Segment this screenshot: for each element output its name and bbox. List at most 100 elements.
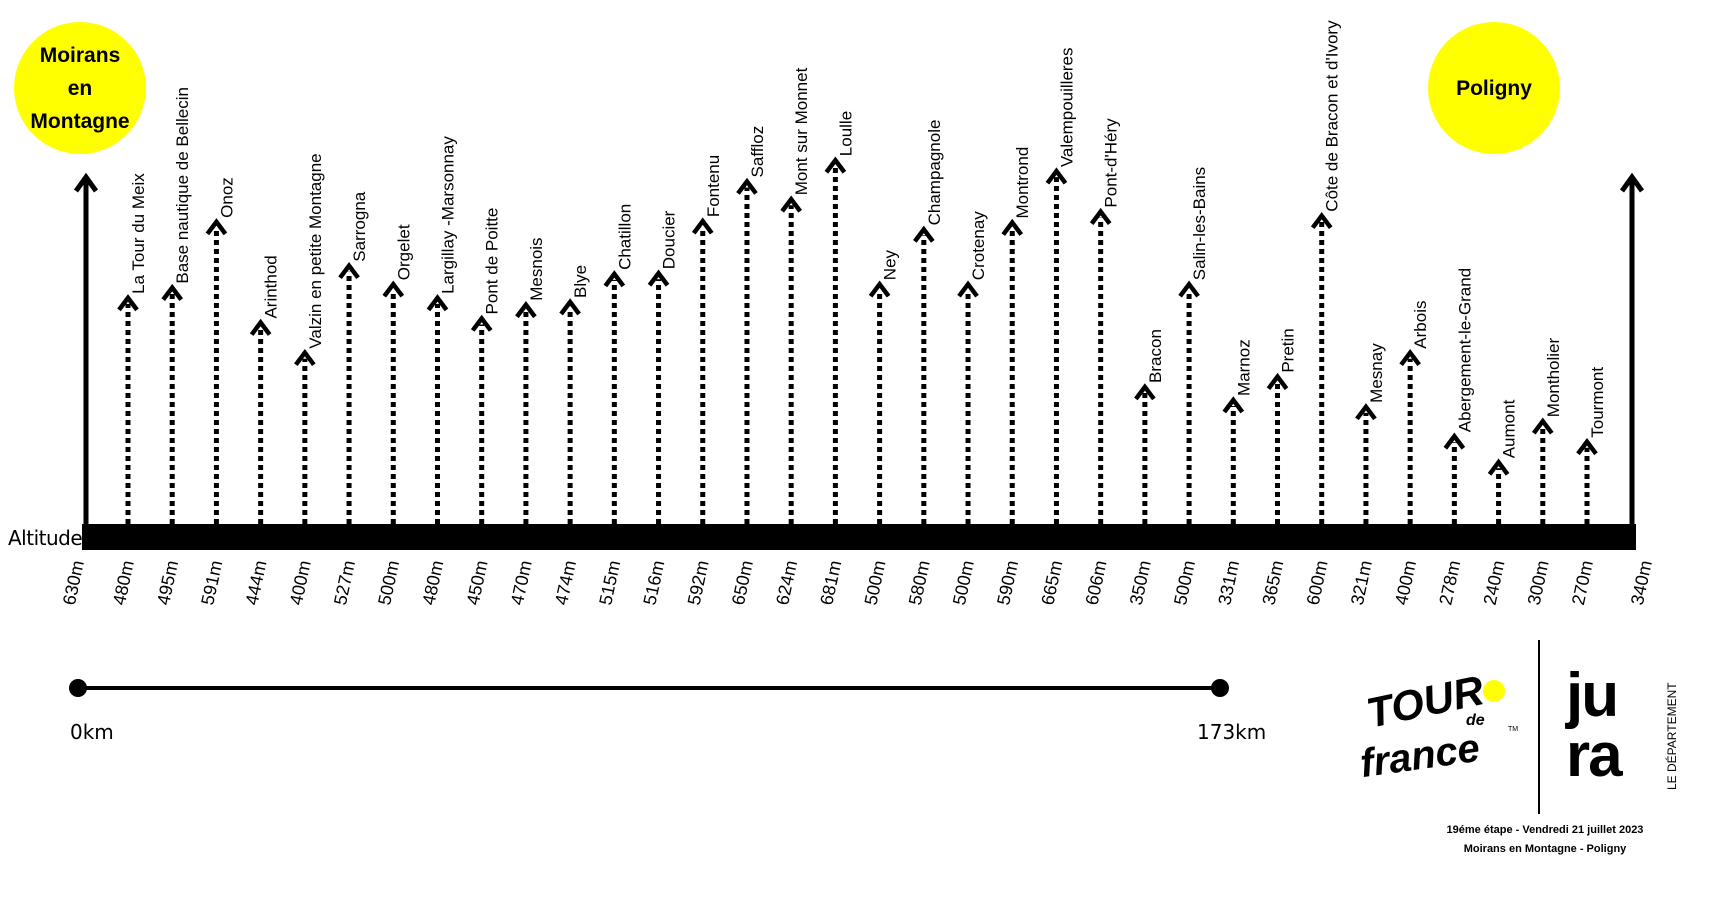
waypoint-24-arrowhead: [1178, 280, 1200, 298]
waypoint-26-name: Pretin: [1279, 328, 1298, 372]
waypoint-13-arrowhead: [691, 217, 714, 235]
altitude-axis-label: Altitude: [8, 526, 83, 550]
waypoint-11-arrowhead: [603, 270, 626, 288]
waypoint-26-arrowhead: [1266, 372, 1289, 391]
waypoint-15-arrowhead: [780, 195, 802, 213]
waypoint-18-name: Champagnole: [925, 120, 944, 226]
waypoint-27-arrowhead: [1310, 211, 1333, 230]
waypoint-20-arrowhead: [1001, 218, 1024, 236]
waypoint-5-arrowhead: [338, 261, 360, 280]
waypoint-9-name: Mesnois: [527, 237, 546, 300]
waypoint-6-arrowhead: [382, 280, 405, 298]
waypoint-28-name: Mesnay: [1367, 343, 1386, 403]
start-town-line-3: Montagne: [30, 109, 130, 133]
waypoint-27-altitude: 600m: [1303, 559, 1332, 607]
waypoint-4-name: Valzin en petite Montagne: [306, 153, 325, 348]
waypoint-15-name: Mont sur Monnet: [792, 67, 811, 195]
start-altitude-label: 630m: [59, 559, 88, 607]
waypoint-0-arrowhead: [117, 294, 139, 312]
distance-end-dot: [1211, 679, 1229, 697]
waypoint-33-name: Tourmont: [1588, 367, 1607, 438]
waypoint-32-altitude: 300m: [1524, 559, 1553, 607]
waypoint-10-name: Blye: [571, 265, 590, 298]
waypoint-21-arrowhead: [1045, 167, 1068, 185]
logo-divider: [1538, 640, 1540, 814]
waypoint-25-altitude: 331m: [1214, 559, 1243, 607]
waypoint-23-name: Bracon: [1146, 329, 1165, 383]
waypoint-23-altitude: 350m: [1126, 559, 1155, 607]
waypoint-20-name: Montrond: [1013, 147, 1032, 219]
waypoint-28-altitude: 321m: [1347, 559, 1376, 607]
start-town-circle: Moirans en Montagne: [14, 22, 146, 154]
waypoint-26-altitude: 365m: [1259, 559, 1288, 607]
waypoint-7-name: Largillay -Marsonnay: [438, 136, 457, 294]
waypoint-11-altitude: 515m: [595, 559, 624, 607]
waypoint-10-arrowhead: [559, 298, 581, 316]
waypoint-33-arrowhead: [1576, 438, 1598, 456]
waypoint-22-altitude: 606m: [1082, 559, 1111, 607]
waypoint-14-arrowhead: [736, 177, 758, 195]
footer-stage-date: 19éme étape - Vendredi 21 juillet 2023: [1446, 824, 1644, 836]
waypoint-6-name: Orgelet: [394, 224, 413, 280]
waypoint-7-altitude: 480m: [418, 559, 447, 607]
distance-start-label: 0km: [70, 720, 114, 744]
waypoint-33-altitude: 270m: [1568, 559, 1597, 607]
waypoint-32-name: Montholier: [1544, 337, 1563, 417]
waypoint-10-altitude: 474m: [551, 559, 580, 607]
jura-logo-bottom: ra: [1566, 721, 1623, 790]
waypoint-13-name: Fontenu: [704, 155, 723, 217]
finish-altitude-label: 340m: [1627, 559, 1656, 607]
waypoint-2-name: Onoz: [217, 177, 236, 218]
waypoint-8-name: Pont de Poitte: [483, 208, 502, 315]
distance-start-dot: [69, 679, 87, 697]
waypoint-24-altitude: 500m: [1170, 559, 1199, 607]
waypoint-3-name: Arinthod: [262, 255, 281, 318]
waypoint-25-arrowhead: [1222, 396, 1245, 414]
waypoint-17-name: Ney: [881, 249, 900, 280]
waypoint-1-altitude: 495m: [153, 559, 182, 607]
waypoint-28-arrowhead: [1355, 403, 1377, 421]
waypoint-31-altitude: 240m: [1480, 559, 1509, 607]
waypoint-22-name: Pont-d'Héry: [1102, 118, 1121, 208]
waypoint-17-altitude: 500m: [861, 559, 890, 607]
jura-logo-subtitle: LE DÉPARTEMENT: [1665, 682, 1679, 790]
waypoint-29-name: Arbois: [1411, 301, 1430, 349]
waypoint-31-arrowhead: [1487, 458, 1510, 476]
waypoint-1-name: Base nautique de Bellecin: [173, 87, 192, 284]
finish-town-name: Poligny: [1456, 76, 1532, 100]
waypoint-21-name: Valempouilleres: [1057, 47, 1076, 167]
tour-logo-word-de: de: [1466, 712, 1485, 729]
waypoint-9-arrowhead: [515, 301, 537, 319]
waypoint-5-altitude: 527m: [330, 559, 359, 607]
waypoint-23-arrowhead: [1134, 383, 1156, 401]
waypoint-17-arrowhead: [868, 280, 891, 298]
distance-end-label: 173km: [1197, 720, 1267, 744]
jura-logo-top: ju: [1566, 661, 1619, 730]
waypoint-32-arrowhead: [1531, 417, 1554, 435]
waypoint-30-altitude: 278m: [1435, 559, 1464, 607]
tour-de-france-logo: TOUR de france TM: [1357, 666, 1524, 798]
waypoint-16-name: Loulle: [836, 111, 855, 156]
waypoint-13-altitude: 592m: [684, 559, 713, 607]
waypoint-16-arrowhead: [824, 156, 847, 174]
waypoint-16-altitude: 681m: [816, 559, 845, 607]
waypoint-22-arrowhead: [1089, 207, 1112, 225]
start-town-line-1: Moirans: [39, 43, 121, 67]
waypoint-25-name: Marnoz: [1234, 339, 1253, 396]
waypoint-3-arrowhead: [249, 318, 272, 336]
waypoint-0-altitude: 480m: [109, 559, 138, 607]
waypoint-18-arrowhead: [913, 225, 935, 243]
waypoint-1-arrowhead: [161, 283, 184, 301]
waypoint-3-altitude: 444m: [242, 559, 271, 607]
start-town-line-2: en: [67, 76, 93, 100]
waypoint-2-arrowhead: [205, 218, 228, 236]
waypoint-21-altitude: 665m: [1037, 559, 1066, 607]
waypoint-0-name: La Tour du Meix: [129, 173, 148, 294]
waypoint-19-arrowhead: [957, 280, 979, 298]
finish-arrow-arrowhead: [1619, 172, 1645, 193]
waypoint-9-altitude: 470m: [507, 559, 536, 607]
waypoint-4-altitude: 400m: [286, 559, 315, 607]
waypoint-4-arrowhead: [294, 348, 316, 367]
waypoint-5-name: Sarrogna: [350, 191, 369, 261]
